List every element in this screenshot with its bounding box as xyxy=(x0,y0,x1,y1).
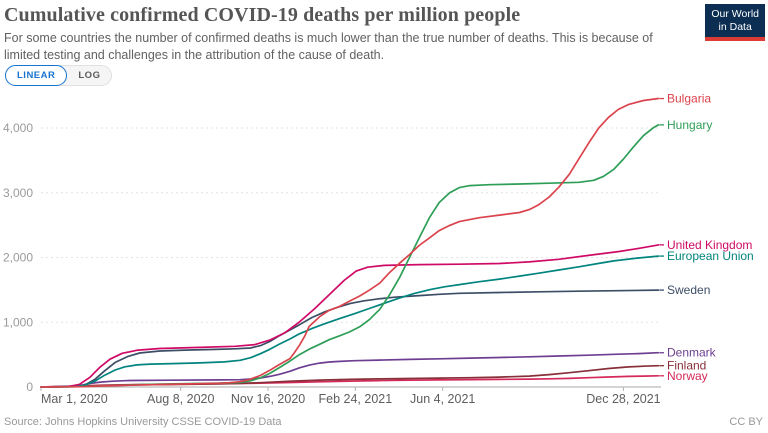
series-lines xyxy=(40,97,660,388)
license-badge[interactable]: CC BY xyxy=(729,416,763,428)
linear-scale-button[interactable]: LINEAR xyxy=(5,65,68,86)
series-line-european-union[interactable] xyxy=(40,255,660,388)
series-label-hungary[interactable]: Hungary xyxy=(667,118,712,132)
y-tick-label: 1,000 xyxy=(3,315,33,329)
y-tick-label: 2,000 xyxy=(3,251,33,265)
series-line-bulgaria[interactable] xyxy=(40,97,660,388)
y-gridlines: 0 1,000 2,000 3,000 4,000 xyxy=(3,121,661,394)
y-tick-label: 3,000 xyxy=(3,186,33,200)
series-line-united-kingdom[interactable] xyxy=(40,244,660,388)
source-note: Source: Johns Hopkins University CSSE CO… xyxy=(4,416,282,428)
chart-footer: Source: Johns Hopkins University CSSE CO… xyxy=(4,416,763,428)
series-label-denmark[interactable]: Denmark xyxy=(667,346,717,360)
series-label-european-union[interactable]: European Union xyxy=(667,249,754,263)
series-line-hungary[interactable] xyxy=(40,124,660,388)
owid-logo[interactable]: Our World in Data xyxy=(705,4,765,42)
x-tick-label: Nov 16, 2020 xyxy=(231,392,305,406)
chart-area: 0 1,000 2,000 3,000 4,000 Mar 1, 2020 Aug 8, 2… xyxy=(0,85,768,410)
x-axis: Mar 1, 2020 Aug 8, 2020 Nov 16, 2020 Feb 24… xyxy=(40,386,661,406)
page-title: Cumulative confirmed COVID-19 deaths per… xyxy=(4,4,521,26)
series-label-finland[interactable]: Finland xyxy=(667,359,706,373)
line-chart[interactable]: 0 1,000 2,000 3,000 4,000 Mar 1, 2020 Aug 8, 2… xyxy=(0,85,768,410)
owid-logo-line1: Our World xyxy=(711,8,759,20)
x-tick-label: Mar 1, 2020 xyxy=(41,392,108,406)
series-label-united-kingdom[interactable]: United Kingdom xyxy=(667,238,752,252)
scale-toggle: LINEAR LOG xyxy=(5,65,113,86)
chart-header: Cumulative confirmed COVID-19 deaths per… xyxy=(4,4,698,64)
series-label-bulgaria[interactable]: Bulgaria xyxy=(667,92,711,106)
series-line-denmark[interactable] xyxy=(40,351,660,388)
page-subtitle: For some countries the number of confirm… xyxy=(4,31,653,62)
series-label-sweden[interactable]: Sweden xyxy=(667,283,710,297)
log-scale-button[interactable]: LOG xyxy=(67,66,111,85)
x-tick-label: Jun 4, 2021 xyxy=(410,392,475,406)
x-tick-label: Feb 24, 2021 xyxy=(319,392,393,406)
y-tick-label: 0 xyxy=(26,380,33,394)
y-tick-label: 4,000 xyxy=(3,121,33,135)
x-tick-label: Dec 28, 2021 xyxy=(586,392,660,406)
series-label-norway[interactable]: Norway xyxy=(667,369,708,383)
owid-logo-line2: in Data xyxy=(718,21,752,34)
x-tick-label: Aug 8, 2020 xyxy=(147,392,214,406)
